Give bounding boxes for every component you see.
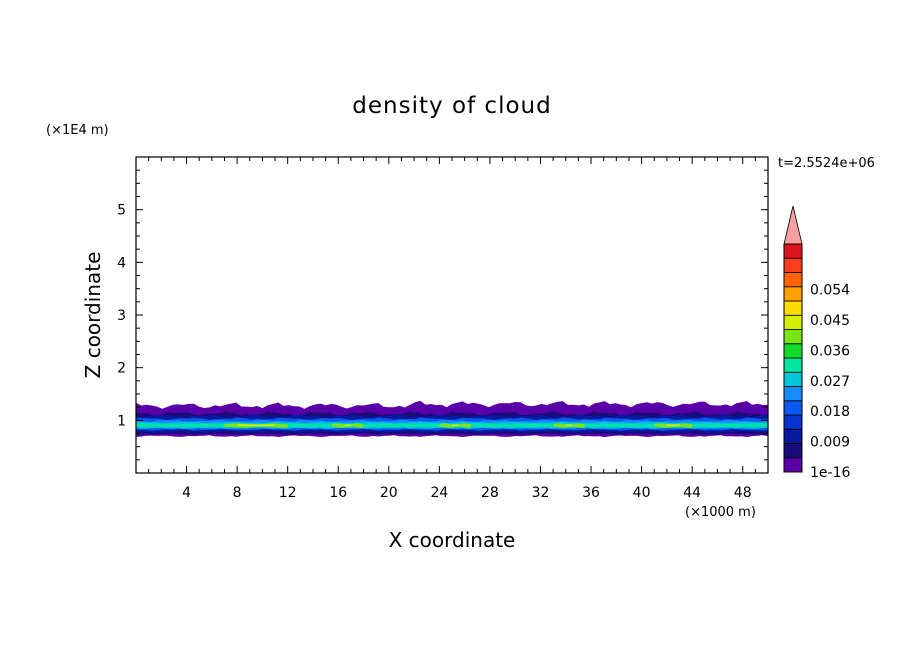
colorbar-label: 0.018 — [810, 404, 850, 420]
colorbar-labels: 1e-16 0.009 0.018 0.027 0.036 0.045 0.054 — [810, 283, 850, 481]
x-axis-label: X coordinate — [389, 528, 516, 552]
y-tick-label: 2 — [117, 361, 126, 377]
x-tick-label: 24 — [430, 485, 448, 501]
x-unit-label: (×1000 m) — [685, 505, 756, 520]
y-unit-label: (×1E4 m) — [46, 123, 109, 138]
x-tick-label: 48 — [734, 485, 752, 501]
x-tick-label: 12 — [279, 485, 297, 501]
colorbar-swatch — [783, 400, 803, 416]
x-tick-label: 20 — [380, 485, 398, 501]
x-tick-label: 28 — [481, 485, 499, 501]
colorbar-swatch — [783, 357, 803, 373]
x-tick-label: 32 — [532, 485, 550, 501]
colorbar-swatch — [783, 300, 803, 316]
colorbar-swatch — [783, 443, 803, 459]
x-tick-label: 40 — [633, 485, 651, 501]
colorbar-label: 0.054 — [810, 283, 850, 299]
colorbar-extend-arrow — [783, 205, 803, 245]
colorbar-swatch — [783, 286, 803, 302]
time-label: t=2.5524e+06 — [778, 156, 875, 171]
colorbar-swatch — [783, 457, 803, 473]
colorbar-label: 0.036 — [810, 343, 850, 359]
colorbar-label: 0.045 — [810, 313, 850, 329]
colorbar-swatch — [783, 414, 803, 430]
x-tick-label: 4 — [182, 485, 191, 501]
colorbar-swatch — [783, 243, 803, 259]
colorbar-swatch — [783, 329, 803, 345]
x-tick-label: 8 — [233, 485, 242, 501]
y-axis-label: Z coordinate — [81, 252, 105, 379]
colorbar-swatch — [783, 257, 803, 273]
y-tick-label: 1 — [117, 413, 126, 429]
colorbar-label: 1e-16 — [810, 465, 850, 481]
x-tick-label: 36 — [582, 485, 600, 501]
x-tick-label: 44 — [683, 485, 701, 501]
colorbar-swatch — [783, 386, 803, 402]
colorbar-swatch — [783, 371, 803, 387]
colorbar-swatch — [783, 428, 803, 444]
y-tick-label: 3 — [117, 308, 126, 324]
colorbar-frame — [783, 243, 803, 473]
cloud-contour-field — [136, 400, 768, 438]
x-tick-label: 16 — [329, 485, 347, 501]
colorbar-label: 0.009 — [810, 435, 850, 451]
chart-title: density of cloud — [352, 93, 551, 119]
colorbar-swatch — [783, 314, 803, 330]
y-tick-label: 4 — [117, 255, 126, 271]
colorbar-swatch — [783, 343, 803, 359]
colorbar — [783, 205, 803, 473]
y-tick-labels: 1 2 3 4 5 — [117, 203, 126, 430]
axis-ticks — [136, 157, 768, 473]
colorbar-label: 0.027 — [810, 374, 850, 390]
colorbar-swatch — [783, 272, 803, 288]
y-tick-label: 5 — [117, 203, 126, 219]
x-tick-labels: 4 8 12 16 20 24 28 32 36 40 44 48 — [182, 485, 752, 501]
